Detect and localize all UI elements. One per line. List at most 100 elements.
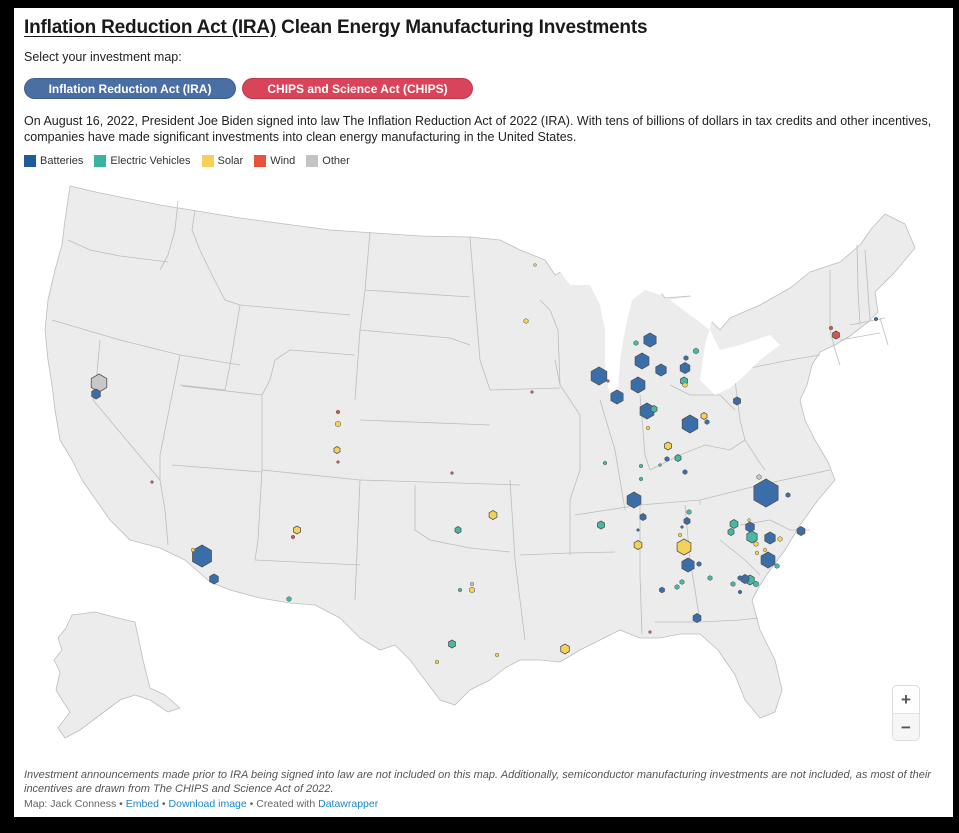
solar-marker[interactable] bbox=[633, 540, 643, 550]
wind-marker[interactable] bbox=[336, 409, 340, 415]
solar-marker[interactable] bbox=[682, 382, 688, 388]
batteries-marker[interactable] bbox=[683, 517, 691, 525]
solar-marker[interactable] bbox=[646, 425, 650, 431]
ev-marker[interactable] bbox=[729, 519, 739, 529]
batteries-marker[interactable] bbox=[679, 362, 691, 374]
ev-marker[interactable] bbox=[686, 509, 692, 515]
batteries-marker[interactable] bbox=[745, 521, 755, 533]
ev-marker[interactable] bbox=[707, 575, 713, 581]
wind-marker[interactable] bbox=[450, 471, 454, 475]
solar-marker[interactable] bbox=[747, 518, 751, 522]
solar-marker[interactable] bbox=[664, 441, 672, 451]
other-marker[interactable] bbox=[756, 474, 762, 480]
investment-markers[interactable] bbox=[90, 263, 878, 665]
solar-marker[interactable] bbox=[523, 318, 529, 324]
solar-marker[interactable] bbox=[678, 532, 682, 538]
datawrapper-link[interactable]: Datawrapper bbox=[318, 798, 379, 810]
batteries-marker[interactable] bbox=[630, 376, 646, 394]
chips-map-button[interactable]: CHIPS and Science Act (CHIPS) bbox=[242, 78, 473, 99]
wind-marker[interactable] bbox=[829, 325, 833, 331]
batteries-marker[interactable] bbox=[643, 332, 657, 348]
batteries-marker[interactable] bbox=[634, 352, 650, 370]
solar-marker[interactable] bbox=[755, 550, 759, 556]
batteries-marker[interactable] bbox=[737, 575, 743, 581]
ev-marker[interactable] bbox=[639, 476, 643, 482]
batteries-marker[interactable] bbox=[655, 363, 667, 377]
batteries-marker[interactable] bbox=[733, 396, 741, 406]
solar-marker[interactable] bbox=[333, 446, 341, 454]
solar-marker[interactable] bbox=[469, 586, 475, 594]
batteries-marker[interactable] bbox=[785, 492, 791, 498]
batteries-marker[interactable] bbox=[680, 525, 684, 529]
embed-link[interactable]: Embed bbox=[125, 798, 159, 810]
ev-marker[interactable] bbox=[727, 528, 735, 536]
ev-marker[interactable] bbox=[774, 563, 780, 569]
ev-marker[interactable] bbox=[658, 463, 662, 467]
ev-marker[interactable] bbox=[674, 584, 680, 590]
batteries-marker[interactable] bbox=[682, 469, 688, 475]
batteries-marker[interactable] bbox=[659, 586, 665, 594]
solar-marker[interactable] bbox=[495, 652, 499, 658]
ev-marker[interactable] bbox=[286, 596, 292, 602]
batteries-marker[interactable] bbox=[704, 419, 710, 425]
wind-marker[interactable] bbox=[606, 379, 610, 383]
solar-marker[interactable] bbox=[191, 547, 195, 553]
ev-marker[interactable] bbox=[650, 405, 658, 413]
batteries-marker[interactable] bbox=[681, 414, 699, 434]
wind-marker[interactable] bbox=[832, 330, 840, 340]
ev-marker[interactable] bbox=[746, 530, 758, 544]
solar-marker[interactable] bbox=[777, 536, 783, 542]
ev-marker[interactable] bbox=[603, 460, 607, 466]
batteries-marker[interactable] bbox=[610, 389, 624, 405]
download-image-link[interactable]: Download image bbox=[168, 798, 247, 810]
wind-marker[interactable] bbox=[150, 480, 154, 484]
ev-marker[interactable] bbox=[448, 639, 456, 649]
wind-marker[interactable] bbox=[336, 460, 340, 464]
batteries-marker[interactable] bbox=[692, 613, 702, 623]
wind-marker[interactable] bbox=[291, 534, 295, 540]
other-marker[interactable] bbox=[90, 373, 108, 393]
ev-marker[interactable] bbox=[458, 587, 462, 593]
other-marker[interactable] bbox=[470, 581, 474, 587]
solar-marker[interactable] bbox=[533, 263, 537, 267]
wind-marker[interactable] bbox=[530, 390, 534, 394]
ev-marker[interactable] bbox=[693, 347, 699, 355]
batteries-marker[interactable] bbox=[209, 573, 219, 585]
batteries-marker[interactable] bbox=[590, 366, 608, 386]
ev-marker[interactable] bbox=[730, 581, 736, 587]
batteries-marker[interactable] bbox=[639, 513, 647, 521]
ira-map-button[interactable]: Inflation Reduction Act (IRA) bbox=[24, 78, 236, 99]
batteries-marker[interactable] bbox=[760, 551, 776, 569]
batteries-marker[interactable] bbox=[683, 355, 689, 361]
batteries-marker[interactable] bbox=[696, 561, 702, 567]
solar-marker[interactable] bbox=[435, 659, 439, 665]
zoom-in-button[interactable]: + bbox=[901, 689, 911, 709]
batteries-marker[interactable] bbox=[874, 316, 878, 322]
solar-marker[interactable] bbox=[700, 412, 708, 420]
ev-marker[interactable] bbox=[639, 463, 643, 469]
ev-marker[interactable] bbox=[753, 580, 759, 588]
solar-marker[interactable] bbox=[488, 510, 498, 520]
solar-marker[interactable] bbox=[753, 541, 759, 547]
batteries-marker[interactable] bbox=[681, 557, 695, 573]
wind-marker[interactable] bbox=[648, 630, 652, 634]
solar-marker[interactable] bbox=[763, 547, 767, 553]
batteries-marker[interactable] bbox=[664, 456, 670, 462]
ev-marker[interactable] bbox=[679, 579, 685, 585]
solar-marker[interactable] bbox=[293, 525, 301, 535]
batteries-marker[interactable] bbox=[753, 478, 779, 508]
batteries-marker[interactable] bbox=[626, 491, 642, 509]
solar-marker[interactable] bbox=[676, 538, 692, 556]
batteries-marker[interactable] bbox=[796, 526, 806, 536]
batteries-marker[interactable] bbox=[738, 589, 742, 595]
solar-marker[interactable] bbox=[560, 643, 570, 655]
batteries-marker[interactable] bbox=[636, 528, 640, 532]
zoom-out-button[interactable]: − bbox=[893, 713, 919, 740]
batteries-marker[interactable] bbox=[764, 531, 776, 545]
ev-marker[interactable] bbox=[633, 340, 639, 346]
batteries-marker[interactable] bbox=[91, 388, 101, 400]
ev-marker[interactable] bbox=[674, 454, 682, 462]
us-map[interactable] bbox=[14, 178, 953, 763]
solar-marker[interactable] bbox=[335, 420, 341, 428]
ev-marker[interactable] bbox=[454, 526, 462, 534]
